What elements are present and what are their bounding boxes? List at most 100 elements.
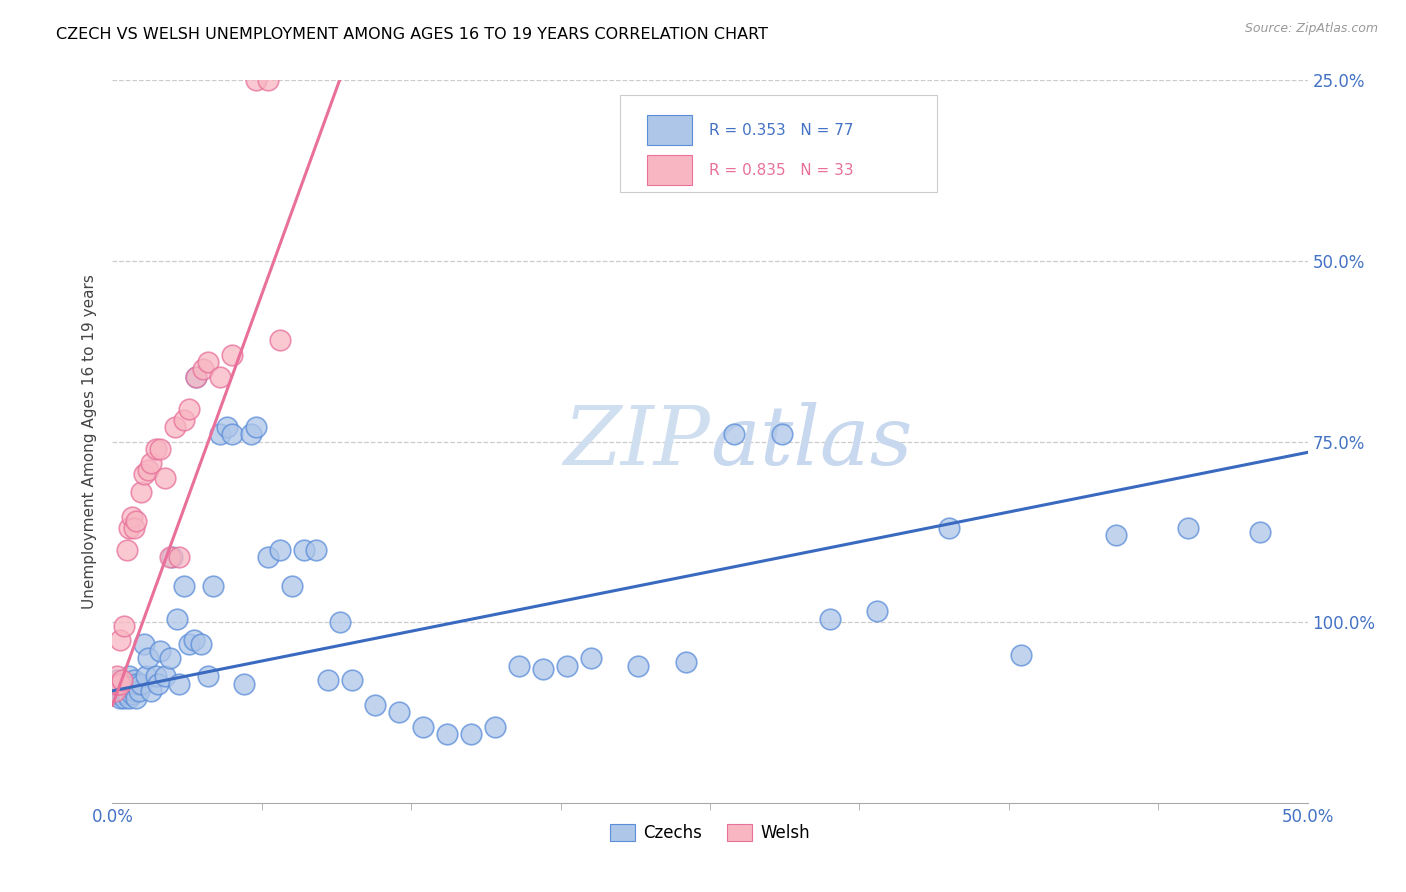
Text: CZECH VS WELSH UNEMPLOYMENT AMONG AGES 16 TO 19 YEARS CORRELATION CHART: CZECH VS WELSH UNEMPLOYMENT AMONG AGES 1…	[56, 27, 768, 42]
Point	[129, 485, 152, 500]
Point	[340, 673, 363, 687]
Point	[121, 676, 143, 690]
Point	[153, 470, 176, 484]
Point	[121, 510, 143, 524]
Point	[139, 683, 162, 698]
Point	[118, 521, 141, 535]
Text: Source: ZipAtlas.com: Source: ZipAtlas.com	[1244, 22, 1378, 36]
Point	[166, 611, 188, 625]
Point	[114, 619, 135, 633]
Point	[108, 691, 131, 706]
Point	[146, 676, 169, 690]
Point	[173, 579, 195, 593]
Legend: Czechs, Welsh: Czechs, Welsh	[603, 817, 817, 848]
Point	[257, 550, 280, 565]
Point	[159, 651, 181, 665]
Point	[159, 550, 181, 565]
Point	[245, 73, 267, 87]
Point	[329, 615, 352, 630]
Point	[108, 676, 131, 690]
Point	[111, 680, 134, 694]
Point	[173, 413, 195, 427]
FancyBboxPatch shape	[647, 115, 692, 145]
FancyBboxPatch shape	[647, 155, 692, 186]
Point	[201, 579, 224, 593]
Point	[163, 420, 186, 434]
Point	[197, 669, 219, 683]
Point	[1177, 521, 1199, 535]
Point	[111, 673, 134, 687]
Point	[125, 514, 148, 528]
Point	[305, 542, 328, 557]
Point	[111, 687, 134, 701]
Point	[145, 442, 167, 456]
Point	[1010, 648, 1032, 662]
Point	[281, 579, 304, 593]
Point	[115, 680, 138, 694]
Point	[129, 676, 152, 690]
Point	[412, 720, 434, 734]
Point	[105, 687, 128, 701]
Point	[221, 427, 243, 442]
Point	[122, 683, 145, 698]
Point	[460, 727, 482, 741]
Point	[938, 521, 960, 535]
Point	[197, 355, 219, 369]
Point	[269, 334, 291, 348]
Point	[257, 73, 280, 87]
Point	[209, 427, 232, 442]
Text: atlas: atlas	[710, 401, 912, 482]
Text: ZIP: ZIP	[564, 401, 710, 482]
Point	[292, 542, 315, 557]
Point	[108, 633, 131, 648]
Point	[177, 637, 200, 651]
Point	[364, 698, 387, 713]
Point	[138, 651, 160, 665]
Point	[118, 669, 141, 683]
Point	[818, 611, 841, 625]
Point	[115, 542, 138, 557]
Point	[132, 637, 155, 651]
Point	[114, 691, 135, 706]
Point	[104, 676, 127, 690]
Point	[115, 687, 138, 701]
Point	[169, 550, 191, 565]
Point	[104, 676, 127, 690]
Point	[484, 720, 506, 734]
Point	[579, 651, 602, 665]
Point	[105, 669, 128, 683]
Point	[723, 427, 745, 442]
Point	[132, 467, 155, 481]
Point	[190, 637, 212, 651]
Point	[128, 683, 150, 698]
Point	[125, 691, 148, 706]
Point	[149, 644, 172, 658]
Point	[555, 658, 578, 673]
Point	[186, 369, 208, 384]
Point	[183, 633, 205, 648]
Point	[145, 669, 167, 683]
Point	[233, 676, 256, 690]
Point	[121, 687, 143, 701]
Point	[245, 420, 267, 434]
Point	[138, 463, 160, 477]
FancyBboxPatch shape	[620, 95, 938, 193]
Point	[388, 706, 411, 720]
Point	[177, 402, 200, 417]
Text: R = 0.835   N = 33: R = 0.835 N = 33	[709, 162, 853, 178]
Point	[122, 521, 145, 535]
Point	[169, 676, 191, 690]
Point	[186, 369, 208, 384]
Point	[1105, 528, 1128, 542]
Point	[508, 658, 530, 673]
Point	[104, 683, 127, 698]
Point	[627, 658, 650, 673]
Point	[269, 542, 291, 557]
Point	[217, 420, 239, 434]
Point	[770, 427, 793, 442]
Point	[436, 727, 458, 741]
Point	[675, 655, 697, 669]
Point	[114, 683, 135, 698]
Point	[1249, 524, 1271, 539]
Point	[122, 673, 145, 687]
